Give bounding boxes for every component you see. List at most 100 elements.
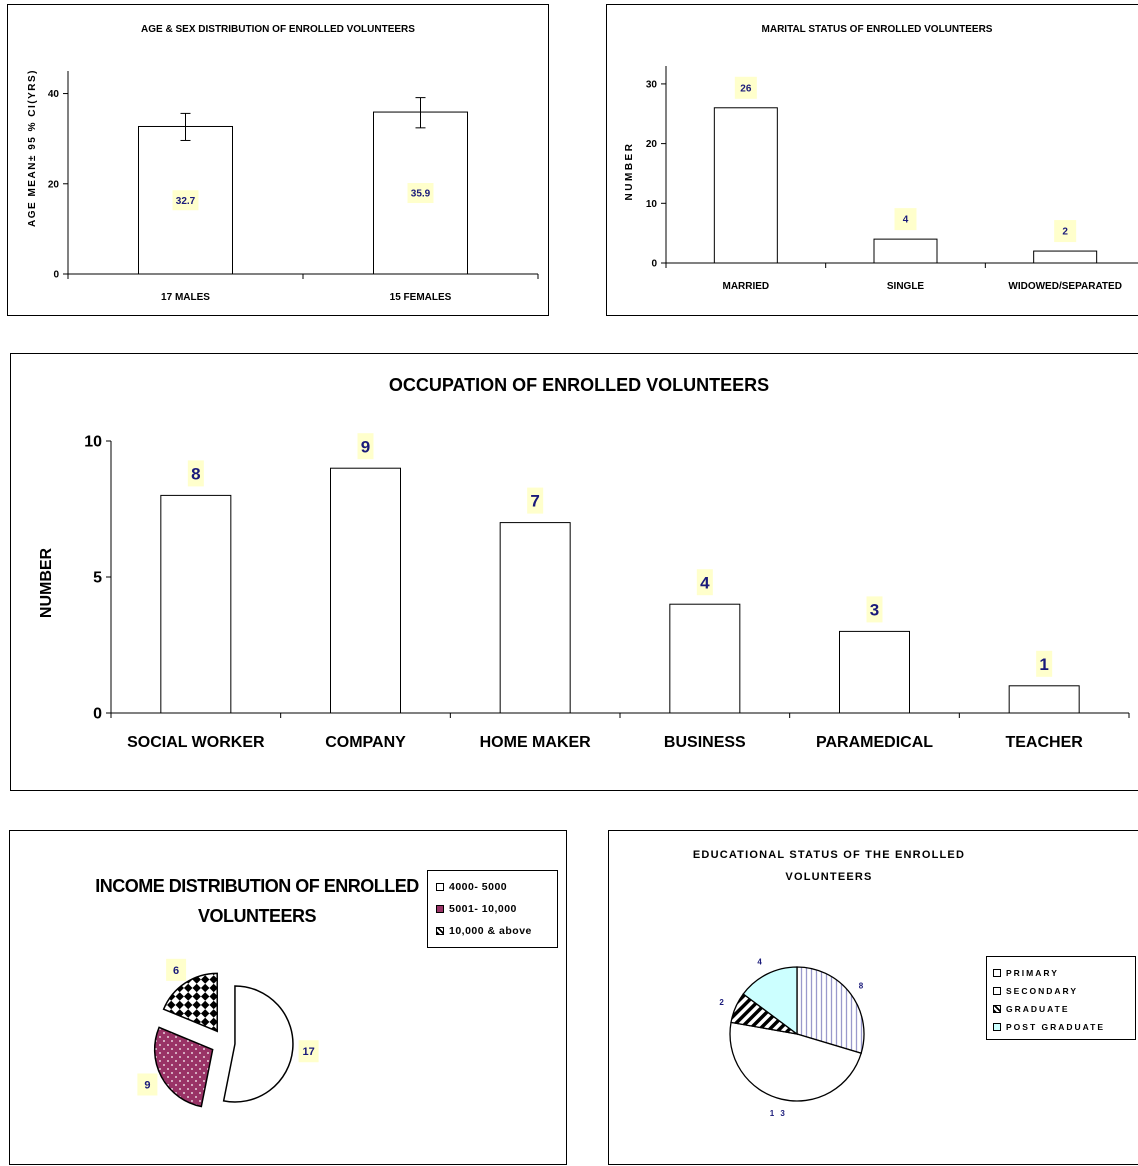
legend-label: PRIMARY: [1006, 968, 1059, 978]
legend-swatch: [993, 969, 1001, 977]
legend-label: 4000- 5000: [449, 881, 508, 893]
y-tick-label: 20: [48, 179, 60, 190]
income-legend: 4000- 5000 5001- 10,000 10,000 & above: [427, 870, 558, 948]
age-sex-chart-panel: AGE & SEX DISTRIBUTION OF ENROLLED VOLUN…: [7, 4, 549, 316]
y-tick-label: 0: [93, 706, 102, 723]
legend-label: 5001- 10,000: [449, 903, 517, 915]
y-tick-label: 5: [93, 570, 102, 587]
y-tick-label: 30: [646, 79, 658, 90]
age-sex-chart: AGE & SEX DISTRIBUTION OF ENROLLED VOLUN…: [27, 24, 539, 303]
legend-item: 10,000 & above: [436, 920, 557, 942]
value-label: 8: [191, 465, 200, 484]
income-pie-chart: INCOME DISTRIBUTION OF ENROLLED VOLUNTEER…: [95, 876, 420, 1108]
value-label-background: [734, 76, 757, 99]
y-axis-label: NUMBER: [624, 142, 635, 201]
value-label: 8: [859, 982, 865, 991]
legend-swatch: [993, 1023, 1001, 1031]
legend-item: PRIMARY: [993, 964, 1135, 982]
education-legend: PRIMARY SECONDARY GRADUATE POST GRADUATE: [986, 956, 1136, 1040]
legend-label: POST GRADUATE: [1006, 1022, 1106, 1032]
chart-title: VOLUNTEERS: [198, 906, 317, 926]
bar: [499, 522, 571, 714]
legend-item: 4000- 5000: [436, 876, 557, 898]
value-label-background: [357, 433, 374, 460]
legend-swatch: [436, 927, 444, 935]
y-tick-label: 20: [646, 139, 658, 150]
bar: [839, 630, 910, 714]
y-axis-label: AGE MEAN± 95 % CI(YRS): [27, 69, 38, 227]
x-category-label: COMPANY: [325, 734, 406, 751]
x-category-label: 17 MALES: [161, 292, 210, 303]
x-category-label: HOME MAKER: [480, 734, 592, 751]
value-label: 2: [719, 998, 725, 1007]
value-label-background: [407, 183, 434, 204]
x-category-label: WIDOWED/SEPARATED: [1008, 281, 1122, 292]
legend-label: 10,000 & above: [449, 925, 532, 937]
marital-status-chart: MARITAL STATUS OF ENROLLED VOLUNTEERS NUM…: [624, 24, 1138, 292]
income-chart-panel: INCOME DISTRIBUTION OF ENROLLED VOLUNTEER…: [9, 830, 567, 1165]
bar: [330, 467, 401, 714]
x-category-label: SOCIAL WORKER: [127, 734, 265, 751]
education-chart-panel: EDUCATIONAL STATUS OF THE ENROLLED VOLUNT…: [608, 830, 1138, 1165]
pie-slice: [742, 966, 798, 1036]
chart-title: VOLUNTEERS: [785, 871, 872, 883]
pie-slice: [153, 1026, 214, 1108]
value-label: 6: [173, 965, 179, 977]
pie-slice: [796, 966, 865, 1055]
value-label: 1 3: [770, 1109, 787, 1118]
y-tick-label: 0: [651, 259, 657, 270]
chart-title: OCCUPATION OF ENROLLED VOLUNTEERS: [389, 375, 769, 395]
legend-item: SECONDARY: [993, 982, 1135, 1000]
legend-swatch: [993, 1005, 1001, 1013]
education-pie-chart: EDUCATIONAL STATUS OF THE ENROLLED VOLUNT…: [693, 849, 965, 1118]
x-category-label: BUSINESS: [664, 734, 746, 751]
value-label-background: [166, 958, 187, 981]
y-tick-label: 0: [53, 270, 59, 281]
value-label: 7: [530, 492, 539, 511]
y-tick-label: 10: [84, 434, 102, 451]
legend-swatch: [993, 987, 1001, 995]
legend-item: GRADUATE: [993, 1000, 1135, 1018]
x-category-label: SINGLE: [887, 281, 925, 292]
value-label-background: [172, 190, 199, 211]
legend-item: 5001- 10,000: [436, 898, 557, 920]
x-category-label: 15 FEMALES: [390, 292, 452, 303]
bar: [669, 603, 741, 714]
occupation-chart-panel: OCCUPATION OF ENROLLED VOLUNTEERS NUMBER 0…: [10, 353, 1138, 791]
value-label: 32.7: [176, 196, 196, 207]
pie-slice: [222, 985, 294, 1103]
value-label: 4: [700, 573, 710, 592]
y-axis-label: NUMBER: [38, 547, 55, 618]
legend-swatch: [436, 883, 444, 891]
legend-swatch: [436, 905, 444, 913]
legend-item: POST GRADUATE: [993, 1018, 1135, 1036]
occupation-chart: OCCUPATION OF ENROLLED VOLUNTEERS NUMBER 0…: [38, 375, 1130, 751]
pie-slice: [162, 972, 218, 1033]
legend-label: GRADUATE: [1006, 1004, 1070, 1014]
value-label: 17: [302, 1046, 314, 1058]
bar: [1033, 250, 1098, 264]
value-label: 9: [361, 437, 370, 456]
y-tick-label: 40: [48, 89, 60, 100]
pie-slice: [729, 1021, 862, 1102]
value-label-background: [894, 208, 917, 231]
value-label-background: [298, 1040, 319, 1063]
marital-status-chart-panel: MARITAL STATUS OF ENROLLED VOLUNTEERS NUM…: [606, 4, 1138, 316]
value-label: 35.9: [411, 189, 431, 200]
x-category-label: MARRIED: [722, 281, 769, 292]
value-label: 3: [870, 601, 879, 620]
value-label-background: [527, 487, 544, 514]
chart-title: INCOME DISTRIBUTION OF ENROLLED: [95, 876, 419, 896]
bar: [1008, 685, 1080, 714]
y-tick-label: 10: [646, 199, 658, 210]
chart-title: EDUCATIONAL STATUS OF THE ENROLLED: [693, 849, 965, 861]
chart-title: AGE & SEX DISTRIBUTION OF ENROLLED VOLUN…: [141, 24, 415, 35]
value-label-background: [1036, 650, 1053, 677]
chart-title: MARITAL STATUS OF ENROLLED VOLUNTEERS: [762, 24, 993, 35]
bar: [713, 107, 778, 264]
x-category-label: PARAMEDICAL: [816, 734, 933, 751]
legend-label: SECONDARY: [1006, 986, 1078, 996]
value-label: 9: [144, 1079, 150, 1091]
value-label-background: [137, 1073, 158, 1096]
value-label: 4: [903, 215, 909, 226]
